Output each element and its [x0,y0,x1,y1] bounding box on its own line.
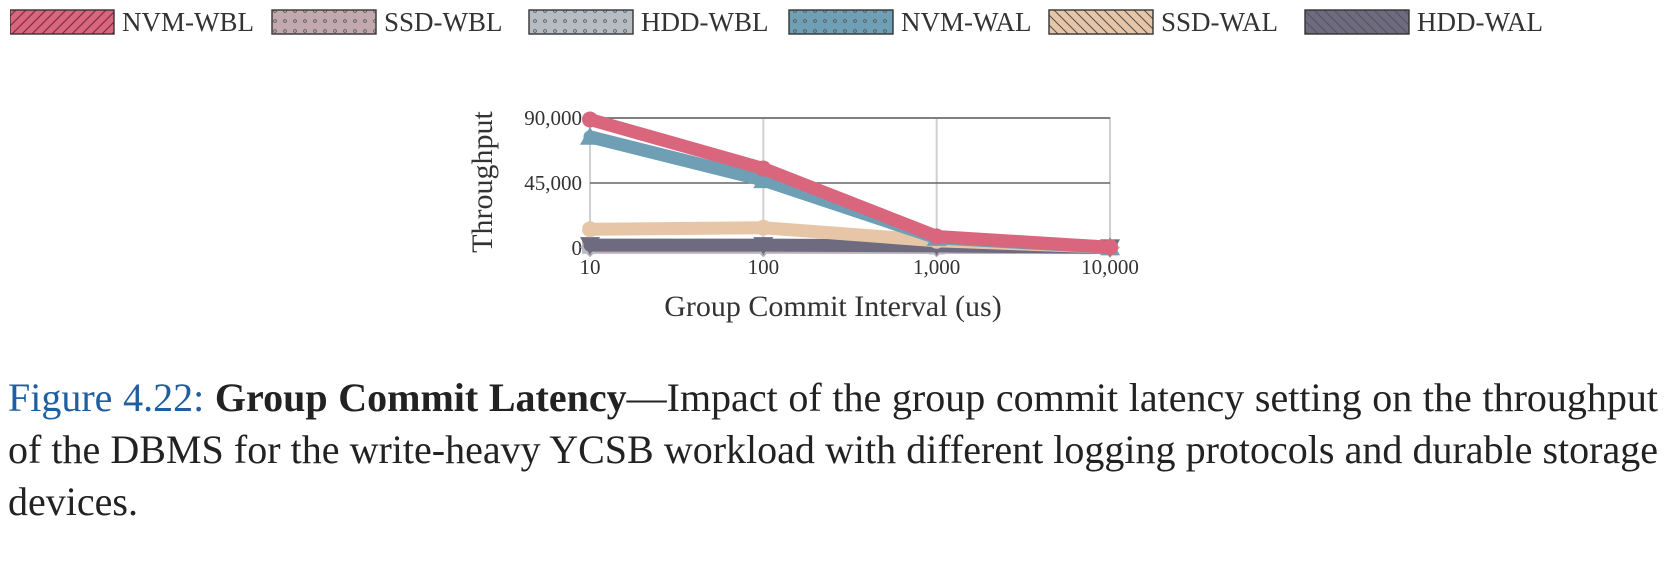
ssd-wal-marker [582,221,598,238]
x-tick-label: 10,000 [1081,255,1139,279]
nvm-wbl-marker [928,228,945,245]
series-nvm-wbl [582,111,1118,256]
y-tick-label: 0 [572,236,583,260]
hdd-wal-marker [580,237,600,256]
ssd-wal-marker [755,219,772,236]
nvm-wal-marker [753,170,774,189]
line-chart: Throughput Group Commit Interval (us) 0 4… [466,106,1139,323]
legend: NVM-WBL SSD-WBL HDD-WBL NVM-WAL SSD-WAL HDD-W… [10,7,1543,37]
legend-item: HDD-WBL [528,7,768,37]
nvm-wbl-marker [1102,239,1118,256]
legend-swatch [1304,9,1410,35]
legend-label: NVM-WAL [901,7,1031,37]
legend-swatch [1048,9,1154,35]
nvm-wal-marker [580,126,600,145]
hdd-wal-marker [753,237,774,256]
figure-caption: Figure 4.22: Group Commit Latency—Impact… [8,372,1658,528]
x-tick-label: 1,000 [913,255,960,279]
series-line-nvm-wbl [583,112,1117,254]
x-tick-label: 100 [748,255,780,279]
legend-item: HDD-WAL [1304,7,1543,37]
y-axis-title: Throughput [466,111,499,253]
nvm-wbl-marker [582,111,598,128]
x-axis-title: Group Commit Interval (us) [664,290,1001,323]
legend-label: HDD-WBL [641,7,768,37]
legend-label: SSD-WBL [384,7,503,37]
y-tick-label: 45,000 [524,171,582,195]
y-tick-label: 90,000 [524,106,582,130]
legend-label: NVM-WBL [122,7,254,37]
caption-label: Figure 4.22: [8,375,205,420]
legend-label: HDD-WAL [1417,7,1543,37]
nvm-wbl-marker [755,160,772,177]
legend-swatch [10,9,115,35]
legend-swatch [528,9,634,35]
legend-item: NVM-WBL [10,7,254,37]
legend-item: SSD-WAL [1048,7,1278,37]
legend-item: NVM-WAL [788,7,1031,37]
legend-item: SSD-WBL [271,7,503,37]
legend-swatch [788,9,894,35]
x-tick-label: 10 [580,255,601,279]
legend-label: SSD-WAL [1161,7,1278,37]
caption-text: —Impact of the group commit latency sett… [8,375,1659,524]
legend-swatch [271,9,377,35]
caption-title: Group Commit Latency [214,375,627,420]
